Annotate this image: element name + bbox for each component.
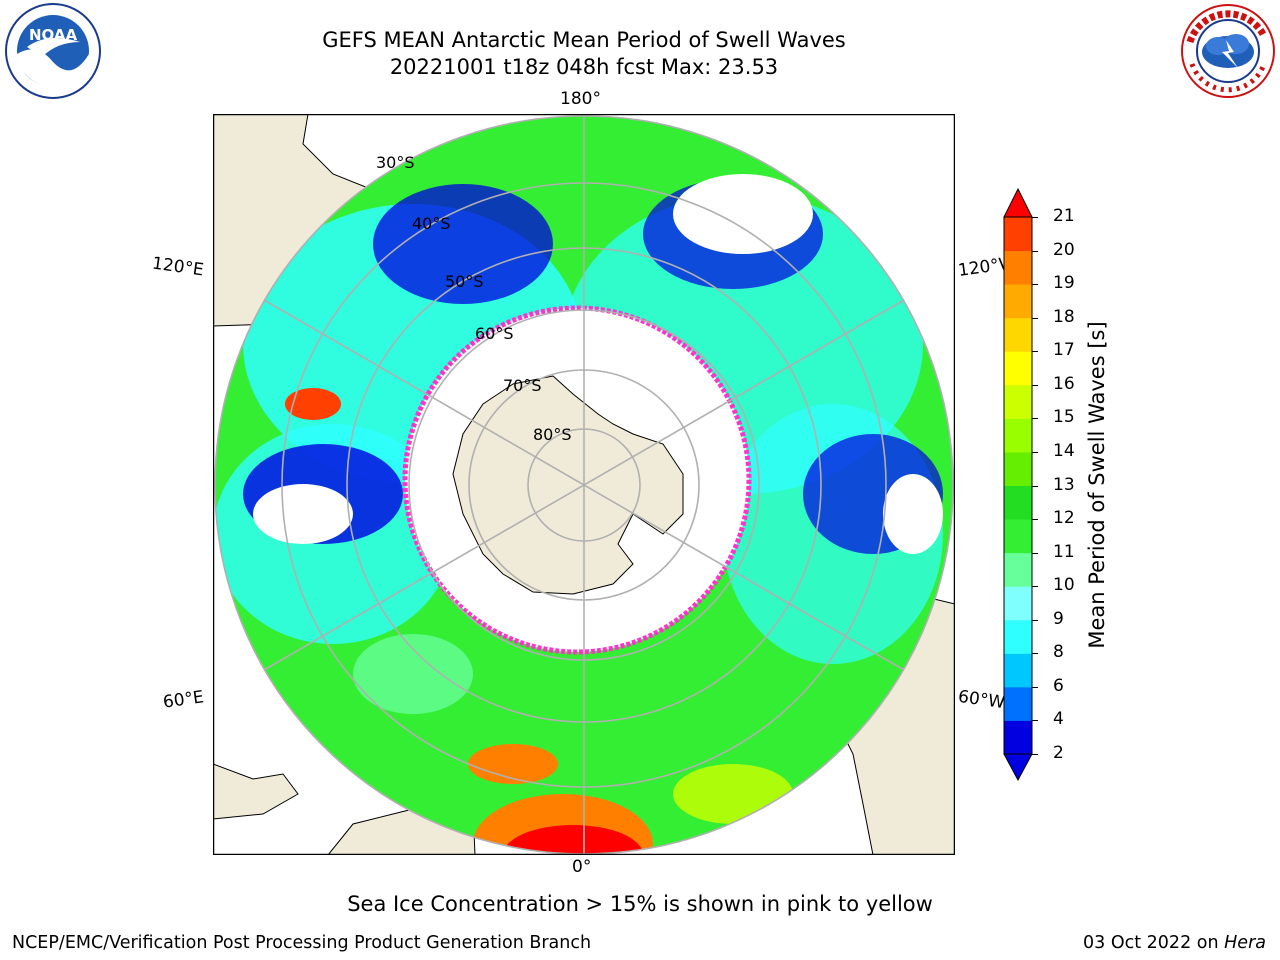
noaa-logo-text: NOAA	[29, 26, 78, 44]
lat-label-50s: 50°S	[445, 272, 484, 291]
colorbar-tick-label: 9	[1053, 608, 1064, 629]
lon-label-60e: 60°E	[161, 687, 206, 713]
colorbar-tick-label: 15	[1053, 407, 1075, 428]
colorbar-segment	[1004, 720, 1032, 755]
colorbar-segment	[1004, 519, 1032, 554]
colorbar-tick-label: 2	[1053, 743, 1064, 763]
colorbar-segment	[1004, 485, 1032, 520]
colorbar-tick-mark	[1032, 485, 1038, 487]
colorbar-segment	[1004, 619, 1032, 654]
colorbar-tick-label: 14	[1053, 440, 1075, 461]
colorbar-tick-mark	[1032, 351, 1038, 353]
colorbar-tick-mark	[1032, 552, 1038, 554]
footer-host: Hera	[1224, 933, 1266, 953]
colorbar-segment	[1004, 284, 1032, 319]
colorbar-tick-label: 16	[1053, 373, 1075, 394]
lon-label-120e: 120°E	[150, 253, 205, 281]
colorbar-segment	[1004, 686, 1032, 721]
colorbar-tick-mark	[1032, 686, 1038, 688]
colorbar-tick-label: 19	[1053, 273, 1075, 294]
nws-logo-icon	[1181, 4, 1275, 98]
colorbar-tick-label: 17	[1053, 340, 1075, 361]
colorbar-segment	[1004, 552, 1032, 587]
colorbar-tick-label: 10	[1053, 575, 1075, 596]
colorbar-tick-label: 13	[1053, 474, 1075, 495]
land-madagascar	[213, 763, 299, 820]
colorbar-tick-mark	[1032, 217, 1038, 218]
colorbar-tick-mark	[1032, 619, 1038, 621]
lat-label-70s: 70°S	[503, 376, 542, 395]
colorbar-title: Mean Period of Swell Waves [s]	[1085, 321, 1109, 649]
colorbar-tick-mark	[1032, 720, 1038, 722]
chart-subtitle: 20221001 t18z 048h fcst Max: 23.53	[389, 55, 779, 79]
lon-label-180: 180°	[560, 89, 601, 109]
footer-date: 03 Oct 2022 on Hera	[1083, 933, 1266, 953]
colorbar-tick-label: 4	[1053, 709, 1064, 730]
colorbar-tick-mark	[1032, 384, 1038, 386]
lat-label-40s: 40°S	[412, 214, 451, 233]
colorbar-tick-label: 6	[1053, 675, 1064, 696]
lat-label-30s: 30°S	[376, 153, 415, 172]
colorbar-tick-mark	[1032, 418, 1038, 420]
colorbar-tick-label: 11	[1053, 541, 1075, 562]
colorbar-segment	[1004, 451, 1032, 486]
colorbar-tick-mark	[1032, 586, 1038, 588]
colorbar-segment	[1004, 418, 1032, 453]
colorbar-tick-label: 21	[1053, 206, 1075, 226]
colorbar-tick-label: 18	[1053, 306, 1075, 327]
noaa-logo-icon: NOAA	[5, 3, 101, 99]
colorbar-tick-mark	[1032, 519, 1038, 521]
polar-map	[213, 114, 955, 855]
lat-label-80s: 80°S	[533, 425, 572, 444]
colorbar-tick-label: 8	[1053, 642, 1064, 663]
colorbar-segment	[1004, 317, 1032, 352]
colorbar	[1003, 187, 1033, 782]
colorbar-over-arrow	[1003, 187, 1033, 218]
colorbar-segment	[1004, 250, 1032, 285]
colorbar-segment	[1004, 217, 1032, 252]
ice-note: Sea Ice Concentration > 15% is shown in …	[347, 892, 933, 916]
colorbar-tick-mark	[1032, 284, 1038, 286]
lat-label-60s: 60°S	[475, 324, 514, 343]
colorbar-tick-mark	[1032, 653, 1038, 655]
colorbar-tick-label: 20	[1053, 239, 1075, 260]
chart-title: GEFS MEAN Antarctic Mean Period of Swell…	[322, 28, 846, 52]
colorbar-tick-label: 12	[1053, 508, 1075, 529]
colorbar-tick-mark	[1032, 451, 1038, 453]
colorbar-segment	[1004, 351, 1032, 386]
colorbar-tick-mark	[1032, 250, 1038, 252]
graticule	[214, 115, 954, 855]
colorbar-tick-mark	[1032, 754, 1038, 755]
colorbar-segment	[1004, 586, 1032, 621]
colorbar-tick-mark	[1032, 317, 1038, 319]
footer-date-text: 03 Oct 2022 on	[1083, 933, 1225, 953]
lon-label-0: 0°	[572, 857, 592, 877]
colorbar-under-arrow	[1003, 753, 1033, 782]
lon-label-60w: 60°W	[956, 686, 1007, 714]
footer-branch: NCEP/EMC/Verification Post Processing Pr…	[12, 933, 592, 953]
colorbar-segment	[1004, 384, 1032, 419]
colorbar-segment	[1004, 653, 1032, 688]
